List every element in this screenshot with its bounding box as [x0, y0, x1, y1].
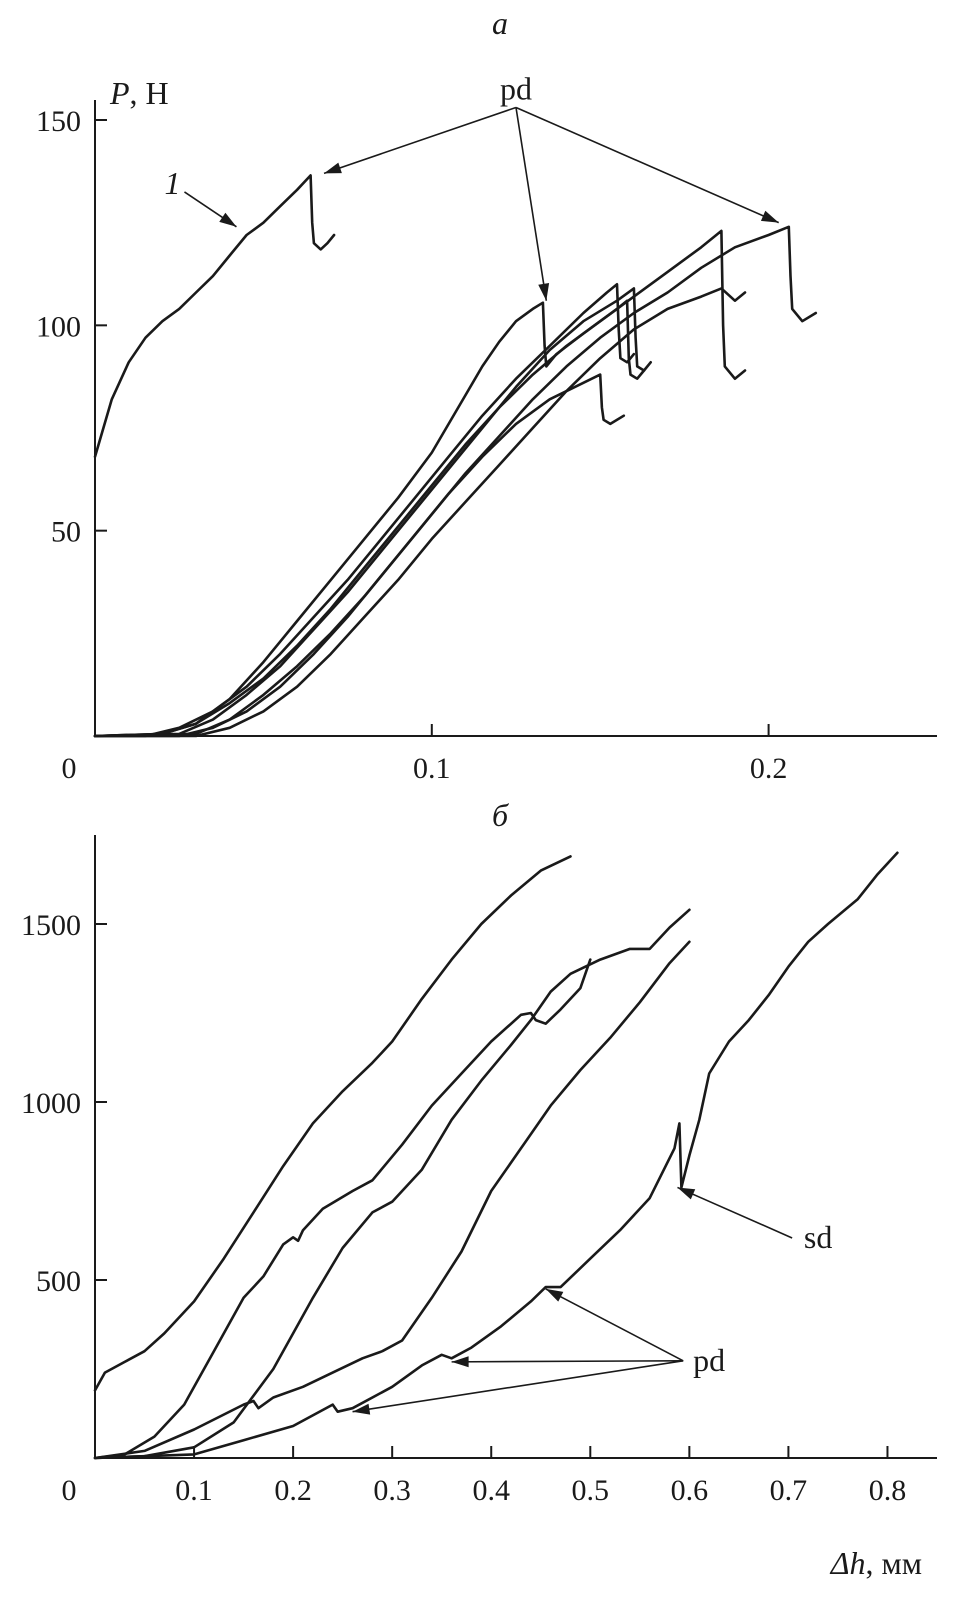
annotation-arrow-line — [515, 106, 780, 224]
annotation-arrow-line — [352, 1359, 684, 1413]
x-axis-label-unit: , мм — [866, 1545, 923, 1581]
y-tick-label: 150 — [36, 105, 81, 138]
curve-7 — [93, 225, 818, 738]
curve-1 — [93, 174, 336, 458]
curve-6 — [93, 229, 747, 738]
curve-3 — [93, 908, 691, 1460]
x-tick-label: 0.3 — [373, 1474, 411, 1507]
x-tick-label: 0.5 — [572, 1474, 610, 1507]
curve-5 — [93, 373, 626, 738]
annotation-arrow-head — [451, 1356, 469, 1368]
x-tick-label: 0.8 — [869, 1474, 907, 1507]
origin-label: 0 — [62, 752, 77, 785]
x-tick-label: 0.7 — [770, 1474, 808, 1507]
curve-8 — [93, 287, 747, 738]
annotation-arrow-line — [677, 1186, 793, 1239]
annotation-arrow-head — [677, 1187, 696, 1200]
curve-5 — [93, 851, 899, 1460]
curve-4 — [93, 287, 652, 738]
panel-label: б — [492, 797, 509, 833]
x-tick-label: 0.2 — [750, 752, 788, 785]
curve-3 — [93, 283, 636, 738]
annotation-label: pd — [693, 1342, 725, 1378]
annotation-label: pd — [500, 70, 532, 106]
x-tick-label: 0.6 — [671, 1474, 709, 1507]
panel-a-chart: 0.1 0.2 50 100 150 0 а pd 1 P, Н — [36, 5, 937, 785]
x-tick-label: 0.4 — [472, 1474, 510, 1507]
x-tick-label: 0.2 — [274, 1474, 312, 1507]
curve-1 — [93, 855, 572, 1392]
y-axis-label-symbol: P — [109, 75, 130, 111]
annotation-arrow-head — [538, 283, 550, 301]
y-axis-label-unit: , Н — [130, 75, 169, 111]
curve-4 — [93, 940, 691, 1460]
annotation-label: sd — [804, 1219, 832, 1255]
annotation-arrow-line — [545, 1288, 684, 1362]
annotation-arrow-head — [219, 212, 237, 227]
annotation-arrow-head — [545, 1288, 564, 1302]
y-tick-label: 500 — [36, 1265, 81, 1298]
y-tick-label: 1000 — [21, 1087, 81, 1120]
y-tick-label: 50 — [51, 516, 81, 549]
panel-label: а — [492, 5, 508, 41]
x-tick-label: 0.1 — [413, 752, 451, 785]
panel-b-chart: 0.1 0.2 0.3 0.4 0.5 0.6 0.7 0.8 500 1000 1500 0 б sd p… — [21, 797, 937, 1581]
y-tick-label: 1500 — [21, 909, 81, 942]
curve-2 — [93, 958, 592, 1460]
x-axis-label: Δh, мм — [829, 1545, 922, 1581]
x-axis-label-symbol: Δh — [829, 1545, 866, 1581]
annotation-arrow-head — [760, 210, 779, 223]
annotation-arrow-line — [323, 106, 517, 175]
x-tick-label: 0.1 — [175, 1474, 213, 1507]
y-axis-label: P, Н — [109, 75, 169, 111]
annotation-arrow-line — [451, 1359, 684, 1363]
origin-label: 0 — [62, 1474, 77, 1507]
annotation-arrow-head — [352, 1403, 371, 1415]
annotation-label: 1 — [164, 165, 180, 201]
annotation-arrow-head — [324, 162, 342, 174]
curve-2 — [93, 299, 646, 738]
annotation-arrow-line — [515, 107, 548, 301]
y-tick-label: 100 — [36, 310, 81, 343]
